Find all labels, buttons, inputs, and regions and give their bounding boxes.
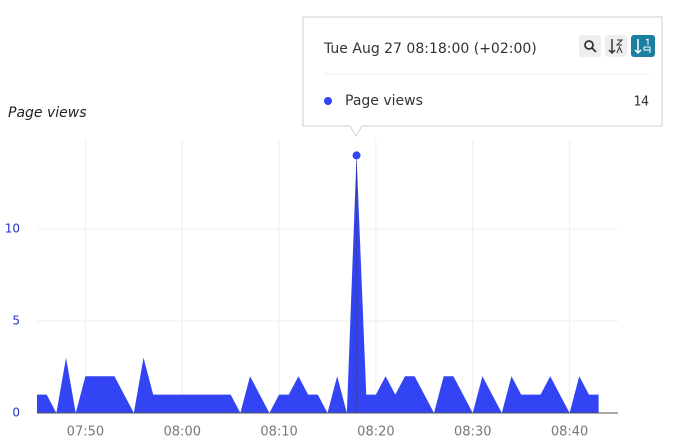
y-tick-label: 0 xyxy=(12,406,20,420)
search-button[interactable] xyxy=(579,35,601,57)
x-tick-label: 08:30 xyxy=(454,425,491,440)
area xyxy=(37,155,599,413)
x-tick-label: 08:10 xyxy=(260,425,297,440)
tooltip: Tue Aug 27 08:18:00 (+02:00) Page views … xyxy=(302,16,663,137)
y-tick-label: 5 xyxy=(12,314,20,328)
sort-alpha-button[interactable] xyxy=(605,35,627,57)
y-tick-label: 10 xyxy=(5,222,20,236)
x-tick-label: 08:00 xyxy=(164,425,201,440)
tooltip-series-name: Page views xyxy=(345,93,423,109)
x-tick-label: 08:40 xyxy=(551,425,588,440)
tooltip-box xyxy=(302,16,663,137)
x-tick-label: 08:20 xyxy=(357,425,394,440)
tooltip-value: 14 xyxy=(633,95,649,110)
plot-area: 0 5 10 07:50 08:00 08:10 08:20 08:30 08:40 xyxy=(5,140,618,440)
x-tick-label: 07:50 xyxy=(67,425,104,440)
y-axis-title: Page views xyxy=(8,105,87,121)
tooltip-legend-marker xyxy=(324,97,332,105)
tooltip-title: Tue Aug 27 08:18:00 (+02:00) xyxy=(323,41,537,57)
hover-point xyxy=(352,151,361,160)
sort-value-button[interactable] xyxy=(631,35,655,57)
